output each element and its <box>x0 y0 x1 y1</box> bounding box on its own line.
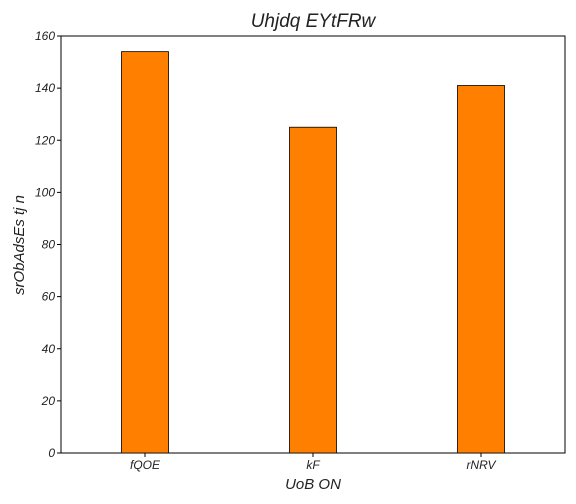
y-tick-label: 160 <box>35 29 55 43</box>
y-tick-label: 80 <box>42 238 56 252</box>
x-tick-label: kF <box>306 458 320 472</box>
bar <box>457 85 505 454</box>
bar <box>121 51 169 454</box>
y-tick-label: 60 <box>42 290 56 304</box>
x-tick-label: rNRV <box>466 458 496 472</box>
y-tick-label: 0 <box>48 446 55 460</box>
y-tick-label: 40 <box>42 342 56 356</box>
y-axis-label: srObAdsEs tj n <box>11 195 28 295</box>
x-tick-label: fQOE <box>130 458 161 472</box>
x-axis-label: UoB ON <box>285 476 341 493</box>
chart-title: Uhjdq EYtFRw <box>251 11 377 32</box>
bar <box>289 126 337 454</box>
y-tick-label: 140 <box>35 81 55 95</box>
y-tick-label: 100 <box>35 185 55 199</box>
plot-area: 0 20 40 60 80 100 120 140 160 fQOE kF rNRV <box>35 29 566 472</box>
y-tick-label: 120 <box>35 133 55 147</box>
y-tick-label: 20 <box>41 394 56 408</box>
